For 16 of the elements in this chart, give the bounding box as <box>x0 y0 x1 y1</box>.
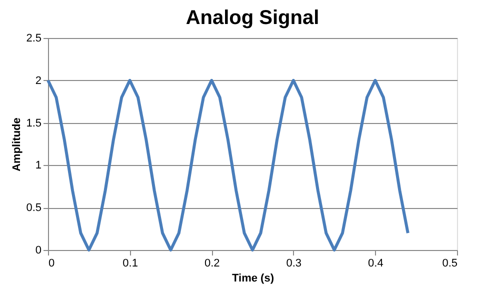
x-tick-label: 0.1 <box>122 258 138 270</box>
x-tick-label: 0.5 <box>442 258 458 270</box>
x-tick-label: 0 <box>48 258 55 270</box>
y-tick-label: 1 <box>35 160 42 172</box>
x-tick-label: 0.3 <box>286 258 302 270</box>
y-tick-label: 1.5 <box>26 117 42 130</box>
x-tick-label: 0.4 <box>368 258 384 270</box>
y-axis-title: Amplitude <box>11 118 24 172</box>
y-tick-label: 0.5 <box>26 202 42 214</box>
chart-title: Analog Signal <box>186 7 320 29</box>
y-tick-label: 2.5 <box>26 32 42 44</box>
x-tick-label: 0.2 <box>204 258 220 270</box>
line-series <box>46 78 410 252</box>
y-tick-label: 0 <box>35 244 42 256</box>
y-tick-label: 2 <box>35 74 42 87</box>
x-axis-title: Time (s) <box>232 272 274 284</box>
